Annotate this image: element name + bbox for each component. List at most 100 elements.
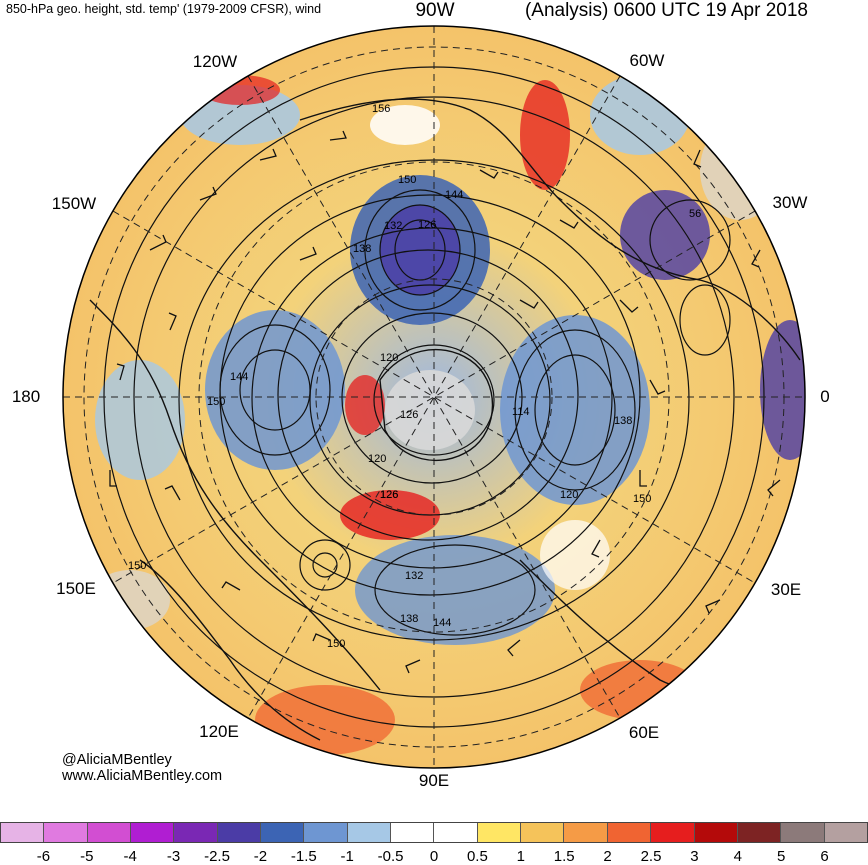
lon-label-120e: 120E bbox=[199, 722, 239, 741]
colorbar-swatch bbox=[347, 822, 392, 843]
colorbar-swatch bbox=[564, 822, 608, 843]
colorbar-tick-label: 4 bbox=[733, 848, 742, 865]
contour-label: 150 bbox=[398, 174, 416, 186]
colorbar-tick-label: -2.5 bbox=[204, 848, 230, 865]
colorbar-tick-label: -1 bbox=[340, 848, 354, 865]
colorbar-tick-label: 2 bbox=[603, 848, 612, 865]
contour-label: 156 bbox=[372, 103, 390, 115]
colorbar-swatch bbox=[131, 822, 175, 843]
colorbar-tick-label: -6 bbox=[36, 848, 51, 865]
map-title: 850-hPa geo. height, std. temp' (1979-20… bbox=[6, 2, 322, 16]
colorbar-swatch bbox=[87, 822, 132, 843]
contour-label: 144 bbox=[230, 371, 248, 383]
colorbar-tick-label: 0 bbox=[429, 848, 439, 865]
colorbar-tick-label: 1.5 bbox=[553, 848, 575, 865]
contour-label: 114 bbox=[512, 406, 530, 418]
land-gray bbox=[90, 570, 170, 630]
credit-twitter: @AliciaMBentley bbox=[62, 752, 172, 768]
warm-anomaly bbox=[520, 80, 570, 190]
colorbar-tick-label: -5 bbox=[80, 848, 94, 865]
colorbar-swatch bbox=[737, 822, 782, 843]
contour-label: 120 bbox=[560, 489, 578, 501]
colorbar-tick-label: 5 bbox=[777, 848, 786, 865]
colorbar-swatch bbox=[781, 822, 825, 843]
contour-label: 126 bbox=[380, 489, 398, 501]
colorbar-tick-label: 2.5 bbox=[640, 848, 662, 865]
colorbar-swatch bbox=[174, 822, 218, 843]
lon-label-180: 180 bbox=[11, 387, 41, 406]
lon-label-150e: 150E bbox=[56, 579, 96, 598]
contour-label: 132 bbox=[384, 220, 402, 232]
lon-label-90w: 90W bbox=[415, 0, 455, 21]
colorbar-swatch bbox=[434, 822, 478, 843]
lon-label-150w: 150W bbox=[51, 194, 97, 213]
colorbar-swatch bbox=[477, 822, 522, 843]
contour-label: 126 bbox=[380, 489, 398, 501]
contour-label-group: 156 150 144 132 126 138 120 126 144 150 … bbox=[128, 103, 701, 650]
colorbar-swatch bbox=[391, 822, 435, 843]
contour-label: 126 bbox=[400, 409, 418, 421]
colorbar-swatch bbox=[217, 822, 262, 843]
contour-label: 150 bbox=[327, 638, 345, 650]
contour-label: 144 bbox=[433, 617, 451, 629]
warm-anomaly bbox=[255, 685, 395, 755]
colorbar-tick-label: -4 bbox=[123, 848, 137, 865]
credit-website: www.AliciaMBentley.com bbox=[62, 768, 223, 784]
warm-anomaly bbox=[340, 490, 440, 540]
colorbar-swatch bbox=[651, 822, 695, 843]
lon-label-120w: 120W bbox=[192, 52, 238, 71]
lon-label-30e: 30E bbox=[770, 580, 802, 599]
colorbar-swatch bbox=[0, 822, 45, 843]
contour-label: 138 bbox=[353, 243, 371, 255]
wind-barbs bbox=[109, 130, 781, 674]
cold-anomaly bbox=[95, 360, 185, 480]
contour-label: 120 bbox=[380, 352, 398, 364]
contour-label: 138 bbox=[400, 613, 418, 625]
contour-label: 120 bbox=[368, 453, 386, 465]
contour-label: 132 bbox=[405, 570, 423, 582]
contour-label: 150 bbox=[633, 493, 651, 505]
colorbar-tick-label: 1 bbox=[516, 848, 525, 865]
colorbar-swatch bbox=[521, 822, 565, 843]
greenland-ice bbox=[385, 370, 475, 450]
map-border bbox=[62, 25, 806, 769]
neutral-anomaly bbox=[370, 105, 440, 145]
colorbar bbox=[0, 822, 868, 843]
cold-anomaly bbox=[205, 310, 345, 470]
warm-anomaly bbox=[345, 375, 385, 435]
colorbar-tick-label: -1.5 bbox=[290, 848, 317, 865]
contour-label: 126 bbox=[418, 219, 436, 231]
coastlines bbox=[89, 98, 801, 741]
temperature-anomaly-field bbox=[63, 26, 805, 768]
colorbar-swatch bbox=[304, 822, 348, 843]
contour-label: 56 bbox=[689, 208, 701, 220]
colorbar-swatch bbox=[261, 822, 305, 843]
warm-anomaly bbox=[580, 660, 700, 720]
cold-anomaly bbox=[500, 315, 650, 505]
colorbar-swatch bbox=[694, 822, 738, 843]
lon-label-30w: 30W bbox=[772, 193, 808, 212]
colorbar-swatch bbox=[824, 822, 868, 843]
contour-label: 150 bbox=[207, 396, 225, 408]
cold-anomaly bbox=[760, 320, 805, 460]
colorbar-swatch bbox=[607, 822, 652, 843]
contour-label: 144 bbox=[445, 189, 463, 201]
colorbar-tick-label: -0.5 bbox=[377, 848, 404, 865]
valid-time-title: (Analysis) 0600 UTC 19 Apr 2018 bbox=[524, 0, 808, 21]
colorbar-swatch bbox=[44, 822, 88, 843]
cold-anomaly bbox=[355, 535, 555, 645]
contour-label: 138 bbox=[614, 415, 632, 427]
lon-label-60e: 60E bbox=[628, 723, 660, 742]
lon-label-90e: 90E bbox=[418, 771, 450, 790]
lon-label-60w: 60W bbox=[629, 51, 665, 70]
colorbar-tick-label: -2 bbox=[253, 848, 268, 865]
colorbar-tick-label: 6 bbox=[820, 848, 829, 865]
colorbar-tick-label: 0.5 bbox=[466, 848, 488, 865]
lon-label-0: 0 bbox=[820, 387, 830, 406]
contour-label: 150 bbox=[128, 560, 146, 572]
neutral-anomaly bbox=[540, 520, 610, 590]
colorbar-tick-label: 3 bbox=[690, 848, 699, 865]
land-gray bbox=[700, 120, 780, 220]
cold-anomaly bbox=[620, 190, 710, 280]
